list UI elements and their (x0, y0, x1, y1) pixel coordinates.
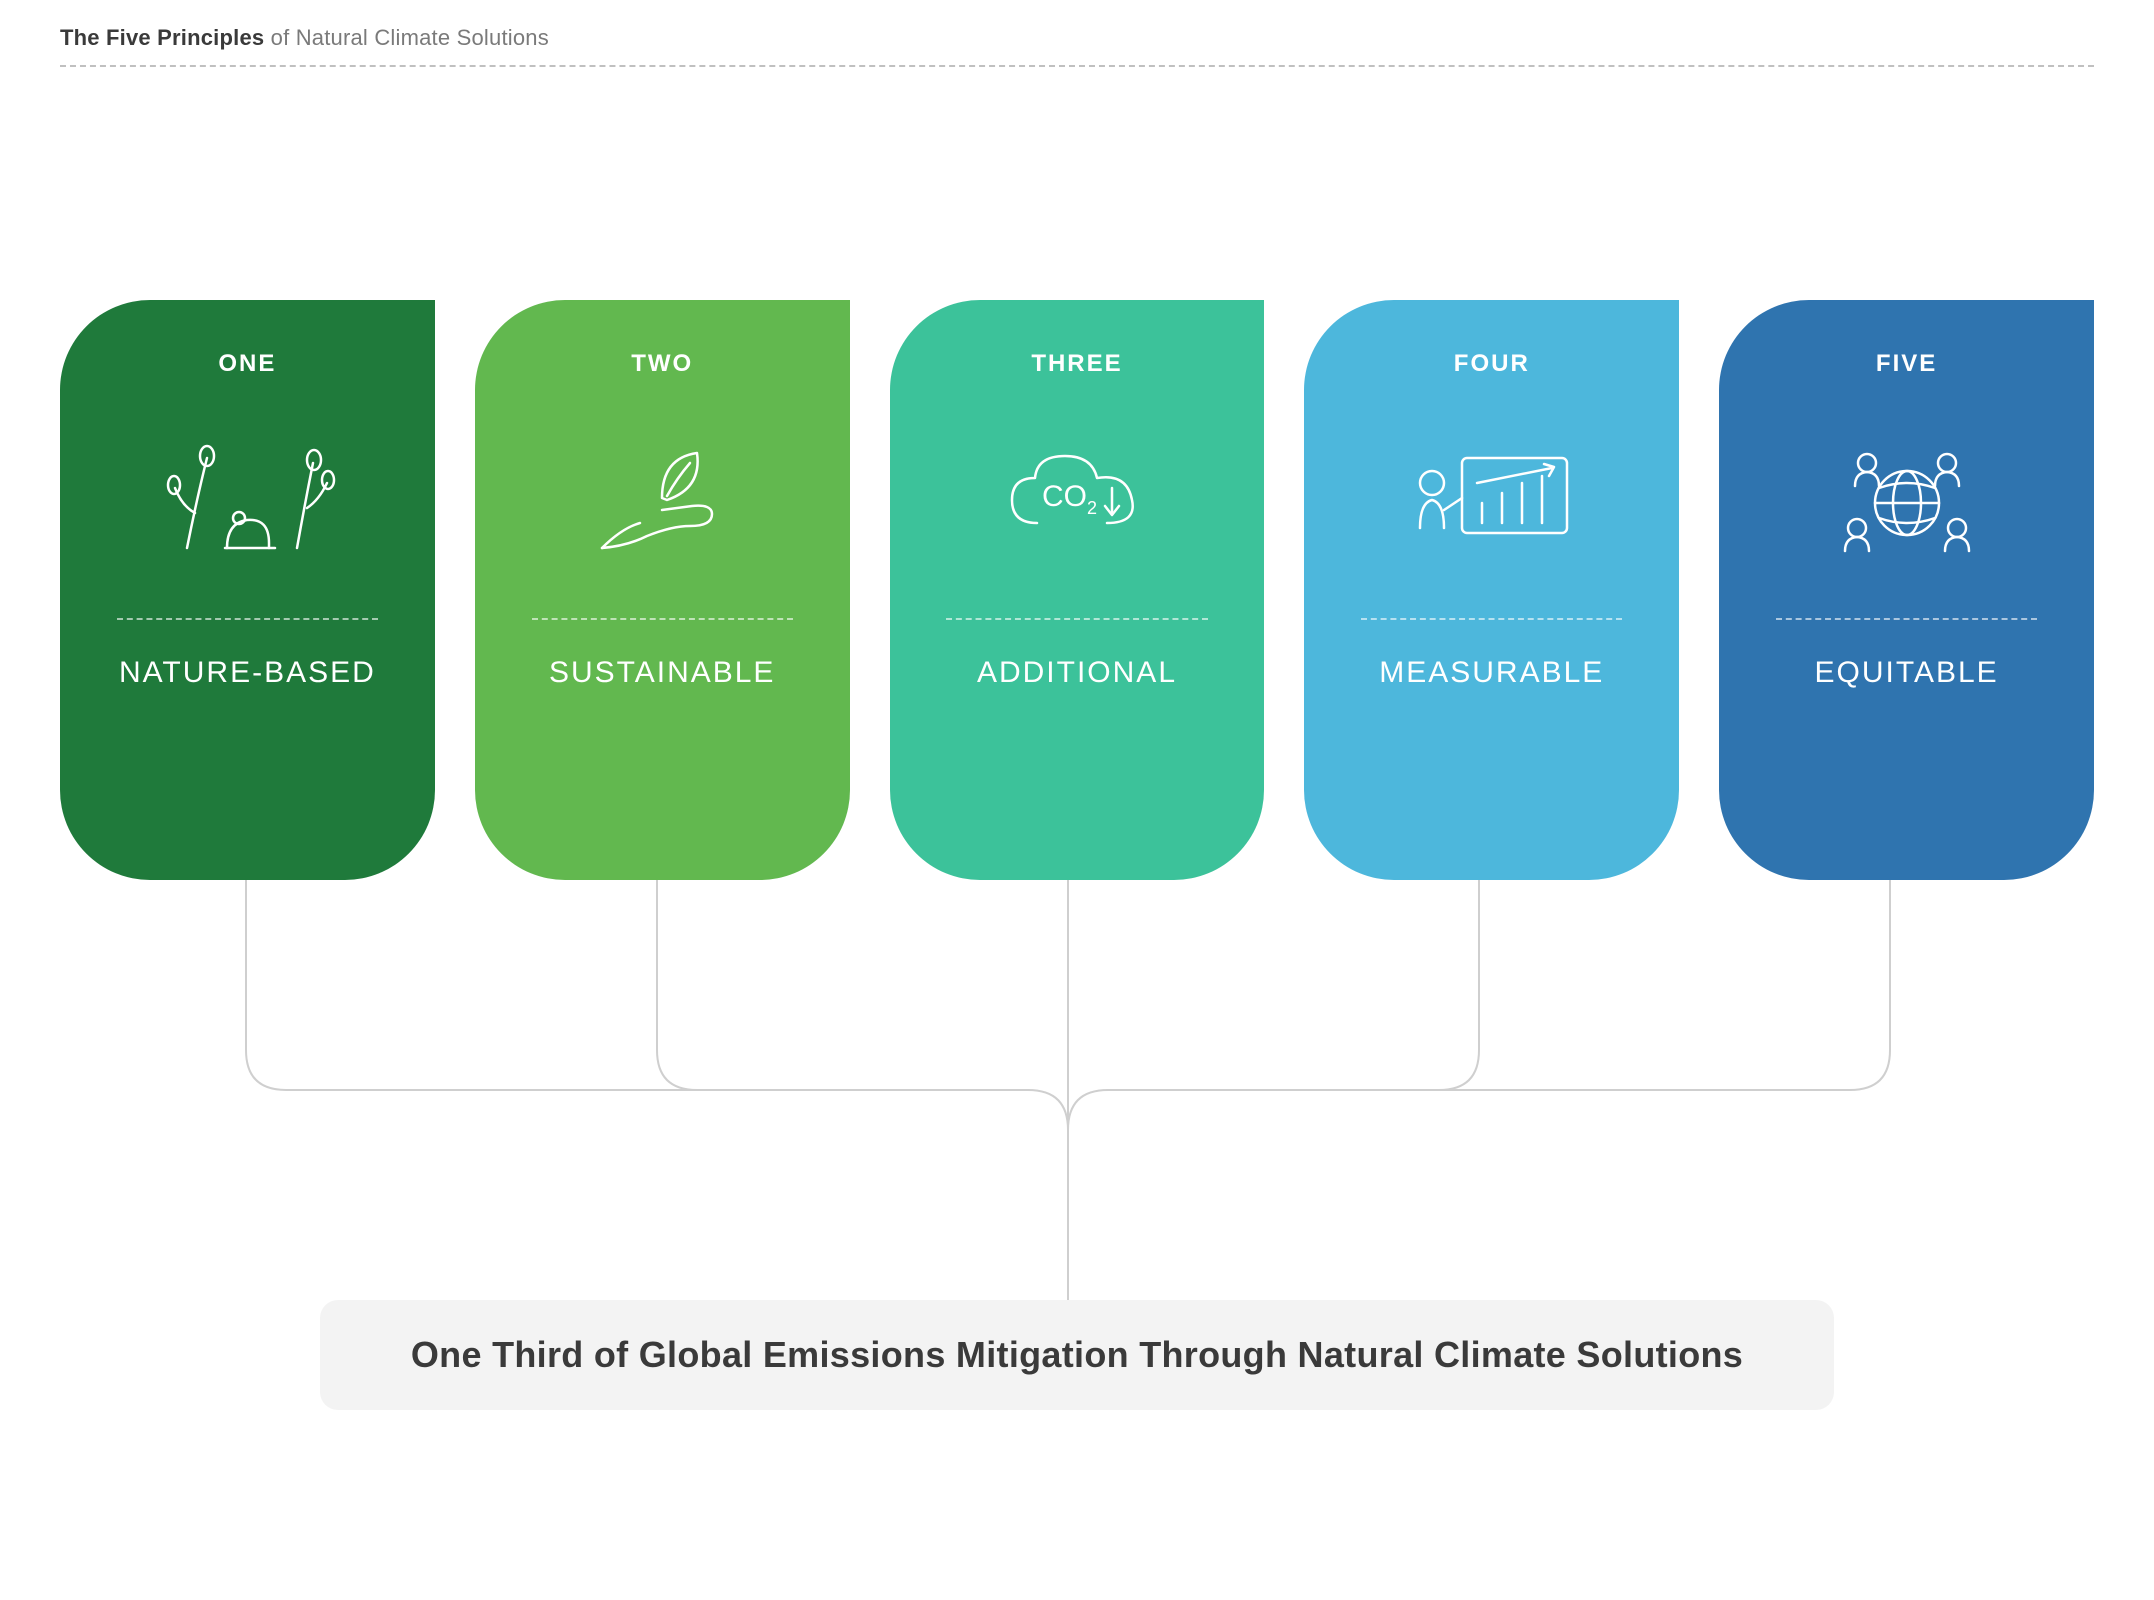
page-title: The Five Principles of Natural Climate S… (60, 25, 2094, 61)
connector-lines (60, 880, 2094, 1300)
card-label: ADDITIONAL (977, 656, 1177, 690)
card-divider (1776, 618, 2037, 620)
nature-icon (80, 408, 415, 588)
card-number: THREE (1031, 350, 1122, 378)
svg-text:CO: CO (1042, 480, 1087, 513)
co2-icon: CO 2 (910, 408, 1245, 588)
card-sustainable: TWO SUSTAINABLE (475, 300, 850, 880)
equitable-icon (1739, 408, 2074, 588)
cards-row: ONE NATURE-BASED TWO (60, 300, 2094, 880)
title-light: of Natural Climate Solutions (264, 25, 549, 50)
card-divider (946, 618, 1207, 620)
sustainable-icon (495, 408, 830, 588)
header: The Five Principles of Natural Climate S… (60, 25, 2094, 67)
card-label: EQUITABLE (1815, 656, 1999, 690)
card-divider (1361, 618, 1622, 620)
card-nature-based: ONE NATURE-BASED (60, 300, 435, 880)
card-label: MEASURABLE (1379, 656, 1604, 690)
card-label: NATURE-BASED (119, 656, 376, 690)
card-label: SUSTAINABLE (549, 656, 776, 690)
card-measurable: FOUR MEASURABLE (1304, 300, 1679, 880)
conclusion-box: One Third of Global Emissions Mitigation… (320, 1300, 1834, 1410)
card-divider (532, 618, 793, 620)
card-number: FOUR (1454, 350, 1530, 378)
card-number: ONE (218, 350, 276, 378)
card-divider (117, 618, 378, 620)
measurable-icon (1324, 408, 1659, 588)
card-number: FIVE (1876, 350, 1937, 378)
card-additional: THREE CO 2 ADDITIONAL (890, 300, 1265, 880)
conclusion-text: One Third of Global Emissions Mitigation… (360, 1334, 1794, 1376)
title-bold: The Five Principles (60, 25, 264, 50)
header-divider (60, 65, 2094, 67)
card-equitable: FIVE EQUITABLE (1719, 300, 2094, 880)
card-number: TWO (631, 350, 693, 378)
svg-text:2: 2 (1087, 498, 1097, 518)
